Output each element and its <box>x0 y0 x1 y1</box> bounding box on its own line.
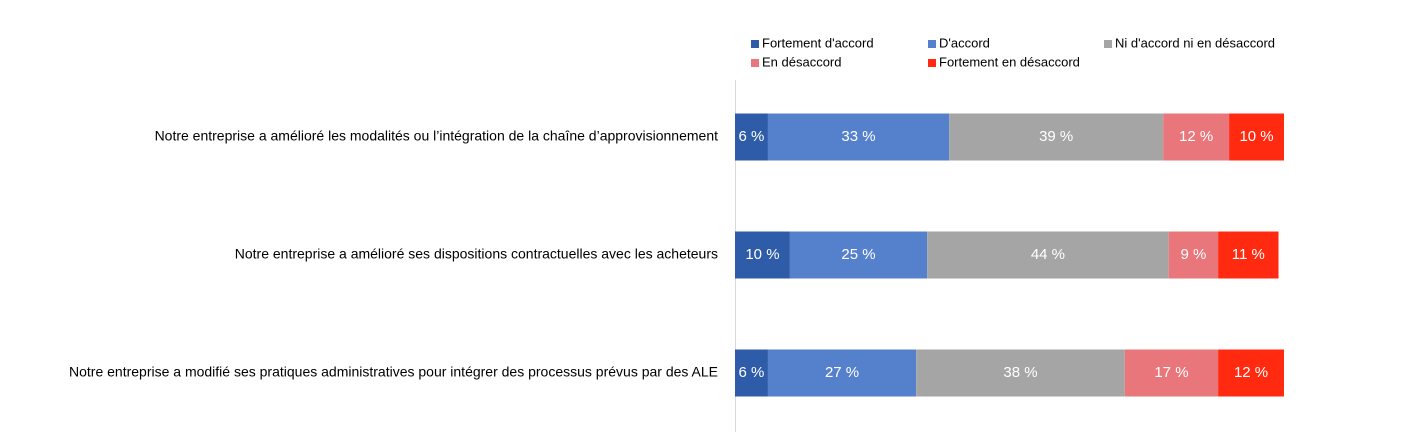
value-label: 39 % <box>1039 128 1073 145</box>
legend-swatch <box>751 40 759 48</box>
bar-segment <box>735 113 768 161</box>
value-label: 10 % <box>745 246 779 263</box>
value-label: 6 % <box>739 364 765 381</box>
value-label: 12 % <box>1234 364 1268 381</box>
bar-segment <box>1218 231 1279 279</box>
bar-segment <box>927 231 1169 279</box>
value-label: 25 % <box>841 246 875 263</box>
value-label: 12 % <box>1179 128 1213 145</box>
value-label: 6 % <box>739 128 765 145</box>
value-label: 17 % <box>1154 364 1188 381</box>
value-label: 10 % <box>1239 128 1273 145</box>
bar-segment <box>735 349 768 397</box>
bar-segment <box>1218 349 1284 397</box>
bar-segment <box>1229 113 1284 161</box>
legend-label: Fortement en désaccord <box>939 54 1080 69</box>
legend-label: D'accord <box>939 35 990 50</box>
legend-swatch <box>928 59 936 67</box>
bar-segment <box>949 113 1164 161</box>
legend-swatch <box>751 59 759 67</box>
legend-swatch <box>1104 40 1112 48</box>
value-label: 44 % <box>1031 246 1065 263</box>
category-label: Notre entreprise a amélioré les modalité… <box>155 128 719 144</box>
legend-label: Fortement d'accord <box>762 35 874 50</box>
legend-label: En désaccord <box>762 54 842 69</box>
category-label: Notre entreprise a modifié ses pratiques… <box>69 364 718 380</box>
value-label: 33 % <box>841 128 875 145</box>
bar-segment <box>735 231 790 279</box>
value-label: 11 % <box>1232 246 1265 263</box>
legend-label: Ni d'accord ni en désaccord <box>1115 35 1275 50</box>
bar-segment <box>767 113 950 161</box>
bar-segment <box>1163 113 1230 161</box>
bar-segment <box>1168 231 1219 279</box>
value-label: 9 % <box>1180 246 1206 263</box>
bar-segment <box>789 231 928 279</box>
category-label: Notre entreprise a amélioré ses disposit… <box>235 246 718 262</box>
value-label: 38 % <box>1003 364 1037 381</box>
value-label: 27 % <box>825 364 859 381</box>
bar-segment <box>767 349 917 397</box>
bar-segment <box>916 349 1125 397</box>
legend-swatch <box>928 40 936 48</box>
bar-segment <box>1124 349 1219 397</box>
